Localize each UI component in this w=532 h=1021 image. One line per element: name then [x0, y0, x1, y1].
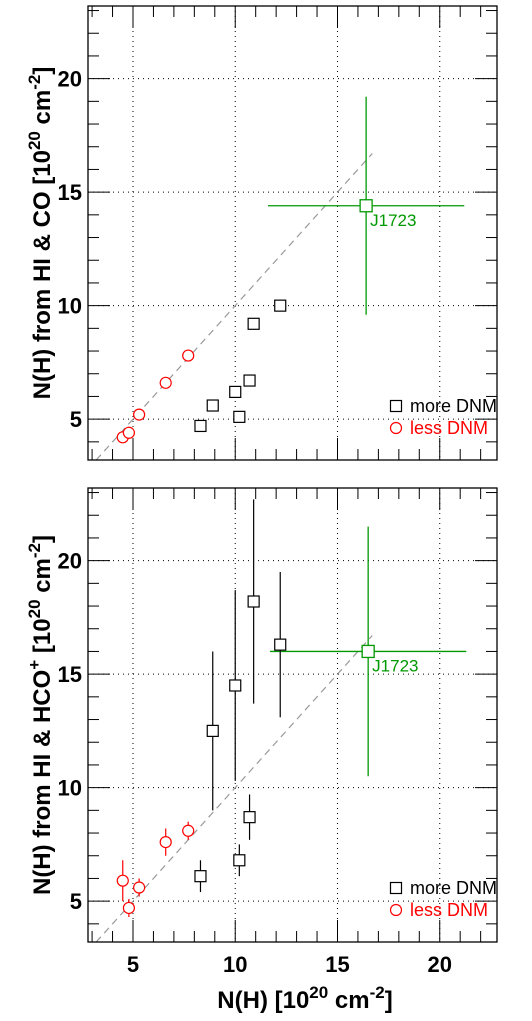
- more-dnm-point: [206, 399, 219, 412]
- y-tick-label: 20: [58, 67, 82, 92]
- less-dnm-point: [122, 901, 135, 915]
- y-axis-title-part: 20: [25, 599, 44, 618]
- highlight-point: [359, 199, 373, 213]
- one-to-one-line: [95, 635, 373, 943]
- less-dnm-point: [133, 408, 146, 421]
- plot-frame: [87, 487, 498, 943]
- legend-marker-more: [389, 881, 403, 895]
- more-dnm-point: [243, 811, 256, 824]
- y-tick-label: 5: [70, 889, 82, 914]
- y-axis-title-part: 20: [25, 131, 44, 150]
- y-axis-title-part: cm: [29, 558, 56, 599]
- more-dnm-point: [243, 374, 256, 387]
- y-tick-label: 5: [70, 407, 82, 432]
- y-tick-label: 15: [58, 662, 82, 687]
- less-dnm-point: [182, 824, 195, 837]
- highlight-point: [361, 644, 375, 659]
- x-tick-label: 10: [223, 952, 247, 977]
- y-axis-title-part: ]: [29, 67, 56, 75]
- y-axis-title-part: -2: [25, 543, 44, 558]
- legend-label-more: more DNM: [410, 396, 497, 416]
- y-axis-title-part: N(H) from HI & CO [10: [29, 150, 56, 399]
- more-dnm-point: [247, 595, 260, 608]
- x-tick-label: 15: [325, 952, 349, 977]
- one-to-one-line: [95, 153, 373, 461]
- x-tick-label: 5: [127, 952, 139, 977]
- legend-marker-less: [389, 421, 403, 435]
- y-axis-title-part: cm: [29, 90, 56, 131]
- less-dnm-point: [159, 376, 172, 389]
- more-dnm-point: [229, 679, 242, 692]
- more-dnm-point: [194, 870, 207, 883]
- more-dnm-point: [274, 638, 287, 651]
- y-tick-label: 10: [58, 776, 82, 801]
- highlight-label: J1723: [372, 656, 418, 675]
- y-tick-label: 20: [58, 549, 82, 574]
- y-axis-title-part: -2: [25, 75, 44, 90]
- plot-frame: [87, 5, 498, 461]
- less-dnm-point: [116, 874, 129, 887]
- more-dnm-point: [233, 854, 246, 867]
- x-tick-label: 20: [427, 952, 451, 977]
- more-dnm-point: [229, 385, 242, 398]
- more-dnm-point: [233, 410, 246, 423]
- y-axis-title-part: [10: [29, 618, 56, 659]
- less-dnm-point: [133, 881, 146, 894]
- y-tick-label: 15: [58, 180, 82, 205]
- more-dnm-point: [247, 317, 260, 330]
- legend-label-more: more DNM: [410, 878, 497, 898]
- y-axis-title-part: ]: [29, 535, 56, 543]
- y-axis-title: N(H) from HI & HCO+ [1020 cm-2]: [25, 535, 56, 895]
- legend-marker-less: [389, 903, 403, 917]
- legend-marker-more: [389, 399, 403, 413]
- y-tick-label: 10: [58, 294, 82, 319]
- highlight-label: J1723: [370, 211, 416, 230]
- y-axis-title-part: +: [25, 660, 44, 670]
- y-axis-title: N(H) from HI & CO [1020 cm-2]: [25, 67, 56, 400]
- less-dnm-point: [159, 836, 172, 849]
- legend-label-less: less DNM: [410, 900, 488, 920]
- legend-label-less: less DNM: [410, 418, 488, 438]
- y-axis-title-part: N(H) from HI & HCO: [29, 670, 56, 895]
- less-dnm-point: [182, 349, 195, 362]
- more-dnm-point: [274, 299, 287, 312]
- more-dnm-point: [194, 419, 207, 433]
- more-dnm-point: [206, 724, 219, 737]
- less-dnm-point: [122, 426, 135, 439]
- x-axis-title: N(H) [1020 cm-2]: [217, 983, 392, 1014]
